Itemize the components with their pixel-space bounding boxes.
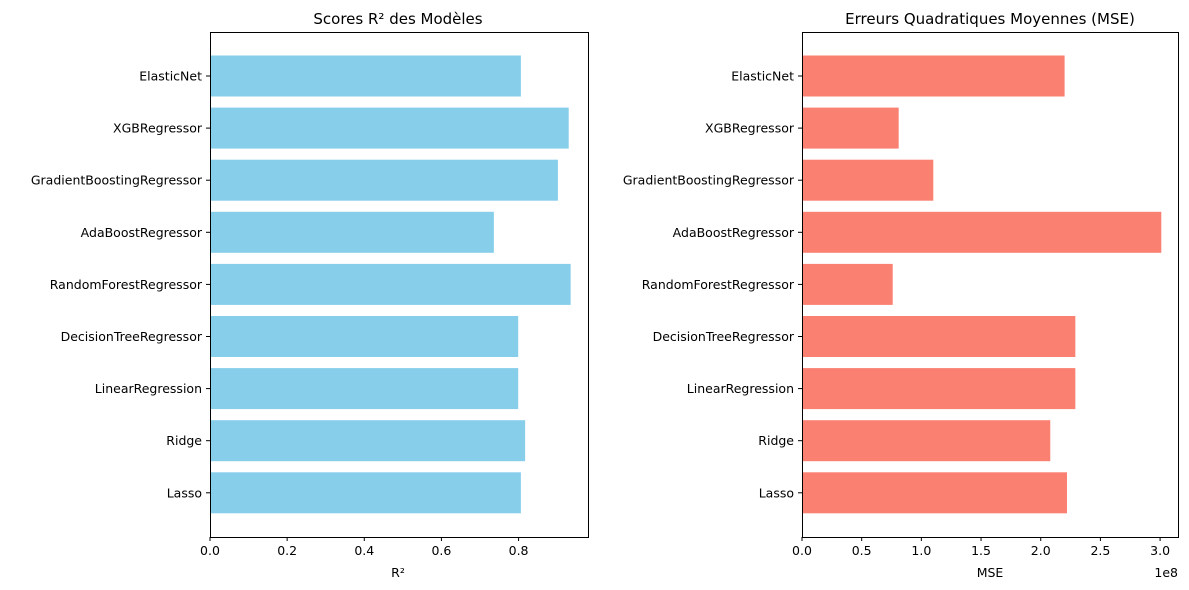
- r2-bar: [210, 55, 521, 97]
- r2-bar: [210, 368, 519, 410]
- r2-plot-frame: [210, 32, 589, 538]
- mse-x-axis-multiplier: 1e8: [1154, 565, 1178, 580]
- mse-y-tick-label: XGBRegressor: [705, 121, 795, 136]
- r2-y-tick-label: XGBRegressor: [113, 121, 203, 136]
- mse-x-tick-label: 3.0: [1150, 543, 1170, 558]
- r2-x-tick-label: 0.6: [431, 543, 451, 558]
- r2-bars: [210, 55, 571, 514]
- mse-bars: [802, 55, 1162, 514]
- mse-bar: [802, 211, 1162, 253]
- r2-scores-panel: Scores R² des Modèles ElasticNet XGBRegre…: [31, 10, 589, 580]
- r2-bar: [210, 472, 521, 514]
- mse-y-tick-label: LinearRegression: [687, 381, 794, 396]
- mse-bar: [802, 159, 934, 201]
- mse-bar: [802, 316, 1076, 357]
- mse-bar: [802, 472, 1067, 514]
- mse-x-axis-label: MSE: [977, 565, 1004, 580]
- mse-y-tick-label: RandomForestRegressor: [642, 277, 795, 292]
- mse-x-tick-label: 1.0: [911, 543, 931, 558]
- r2-x-tick-label: 0.0: [200, 543, 220, 558]
- mse-bar: [802, 55, 1065, 97]
- mse-y-tick-label: ElasticNet: [731, 69, 794, 84]
- mse-axis-ticks: ElasticNet XGBRegressor GradientBoostingRe…: [623, 69, 1170, 559]
- mse-x-tick-label: 0.5: [852, 543, 872, 558]
- mse-x-tick-label: 1.5: [971, 543, 991, 558]
- mse-bar: [802, 107, 899, 149]
- mse-bar: [802, 263, 893, 305]
- r2-bar: [210, 316, 519, 357]
- mse-y-tick-label: DecisionTreeRegressor: [653, 329, 795, 344]
- mse-bar: [802, 368, 1076, 410]
- mse-y-tick-label: GradientBoostingRegressor: [623, 173, 795, 188]
- r2-y-tick-label: RandomForestRegressor: [50, 277, 203, 292]
- r2-y-tick-label: AdaBoostRegressor: [81, 225, 203, 240]
- mse-y-tick-label: Lasso: [759, 485, 794, 500]
- mse-x-tick-label: 0.0: [792, 543, 812, 558]
- r2-bar: [210, 107, 569, 149]
- r2-bar: [210, 263, 571, 305]
- r2-y-tick-label: ElasticNet: [139, 69, 202, 84]
- r2-x-axis-label: R²: [391, 565, 405, 580]
- r2-y-tick-label: Lasso: [167, 485, 202, 500]
- r2-bar: [210, 211, 494, 253]
- mse-panel: Erreurs Quadratiques Moyennes (MSE) Elas…: [623, 10, 1179, 580]
- mse-plot-frame: [802, 32, 1179, 538]
- r2-bar: [210, 159, 558, 201]
- r2-y-tick-label: Ridge: [166, 433, 202, 448]
- r2-y-tick-label: LinearRegression: [95, 381, 202, 396]
- r2-axis-ticks: ElasticNet XGBRegressor GradientBoostingRe…: [31, 69, 529, 559]
- mse-bar: [802, 420, 1051, 462]
- mse-x-tick-label: 2.5: [1090, 543, 1110, 558]
- mse-y-tick-label: Ridge: [758, 433, 794, 448]
- r2-y-tick-label: DecisionTreeRegressor: [61, 329, 203, 344]
- r2-x-tick-label: 0.8: [509, 543, 529, 558]
- r2-bar: [210, 420, 526, 462]
- mse-chart-title: Erreurs Quadratiques Moyennes (MSE): [845, 10, 1135, 28]
- r2-chart-title: Scores R² des Modèles: [313, 10, 482, 28]
- r2-x-tick-label: 0.4: [354, 543, 374, 558]
- r2-y-tick-label: GradientBoostingRegressor: [31, 173, 203, 188]
- r2-x-tick-label: 0.2: [277, 543, 297, 558]
- mse-y-tick-label: AdaBoostRegressor: [673, 225, 795, 240]
- mse-x-tick-label: 2.0: [1031, 543, 1051, 558]
